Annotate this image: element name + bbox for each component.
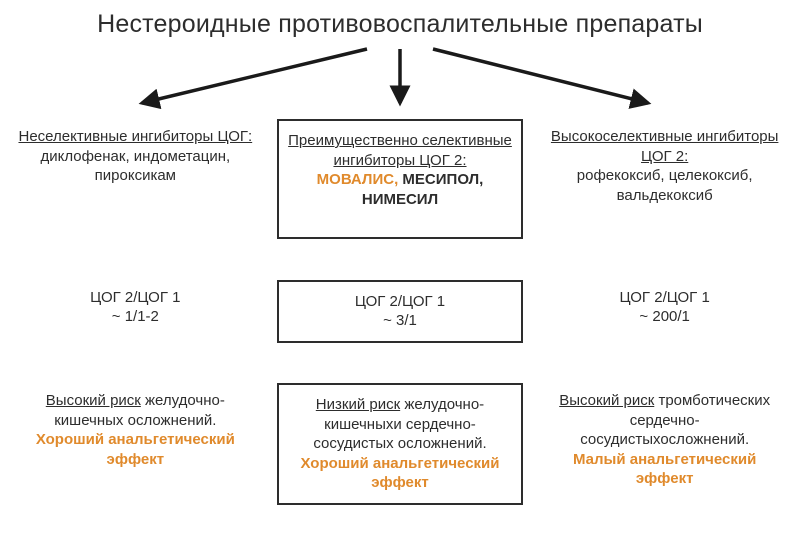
col1-effect: Хороший анальгетический эффект: [36, 431, 235, 468]
col1-ratio-l1: ЦОГ 2/ЦОГ 1: [90, 289, 180, 306]
diagram-title: Нестероидные противовоспалительные препа…: [12, 10, 788, 39]
col1-header: Неселективные ингибиторы ЦОГ:: [18, 128, 252, 145]
col2-ratio: ЦОГ 2/ЦОГ 1 ~ 3/1: [277, 280, 524, 343]
col1-risk-head: Высокий риск: [46, 392, 141, 409]
col3-ratio-l2: ~ 200/1: [639, 308, 689, 325]
col1-ratio: ЦОГ 2/ЦОГ 1 ~ 1/1-2: [12, 280, 259, 336]
col3-ratio: ЦОГ 2/ЦОГ 1 ~ 200/1: [541, 280, 788, 336]
col3-category: Высокоселективные ингибиторы ЦОГ 2: рофе…: [541, 119, 788, 239]
col3-ratio-l1: ЦОГ 2/ЦОГ 1: [620, 289, 710, 306]
arrows-svg: [12, 45, 788, 115]
diagram-root: Нестероидные противовоспалительные препа…: [0, 0, 800, 541]
col1-risk: Высокий риск желудочно-кишечных осложнен…: [12, 383, 259, 493]
col2-header: Преимущественно селективные ингибиторы Ц…: [288, 132, 512, 169]
col2-ratio-l2: ~ 3/1: [383, 312, 417, 329]
columns-grid: Неселективные ингибиторы ЦОГ: диклофенак…: [12, 119, 788, 531]
col2-category: Преимущественно селективные ингибиторы Ц…: [277, 119, 524, 239]
arrow-left-icon: [142, 49, 367, 103]
arrow-right-icon: [433, 49, 648, 103]
col2-risk: Низкий риск желудочно-кишечныхи сердечно…: [277, 383, 524, 505]
col3-effect: Малый анальгетический эффект: [573, 451, 756, 488]
col2-ratio-l1: ЦОГ 2/ЦОГ 1: [355, 293, 445, 310]
col3-header: Высокоселективные ингибиторы ЦОГ 2:: [551, 128, 778, 165]
col3-risk: Высокий риск тромботических сердечно-сос…: [541, 383, 788, 497]
col2-drug-accent: МОВАЛИС,: [317, 171, 399, 188]
arrows-region: [12, 45, 788, 115]
col1-ratio-l2: ~ 1/1-2: [112, 308, 159, 325]
col1-drugs: диклофенак, индометацин, пироксикам: [40, 148, 230, 185]
col1-category: Неселективные ингибиторы ЦОГ: диклофенак…: [12, 119, 259, 239]
col2-risk-head: Низкий риск: [316, 396, 400, 413]
col3-risk-head: Высокий риск: [559, 392, 654, 409]
col2-effect: Хороший анальгетический эффект: [300, 455, 499, 492]
col3-drugs: рофекоксиб, целекоксиб, вальдекоксиб: [577, 167, 753, 204]
